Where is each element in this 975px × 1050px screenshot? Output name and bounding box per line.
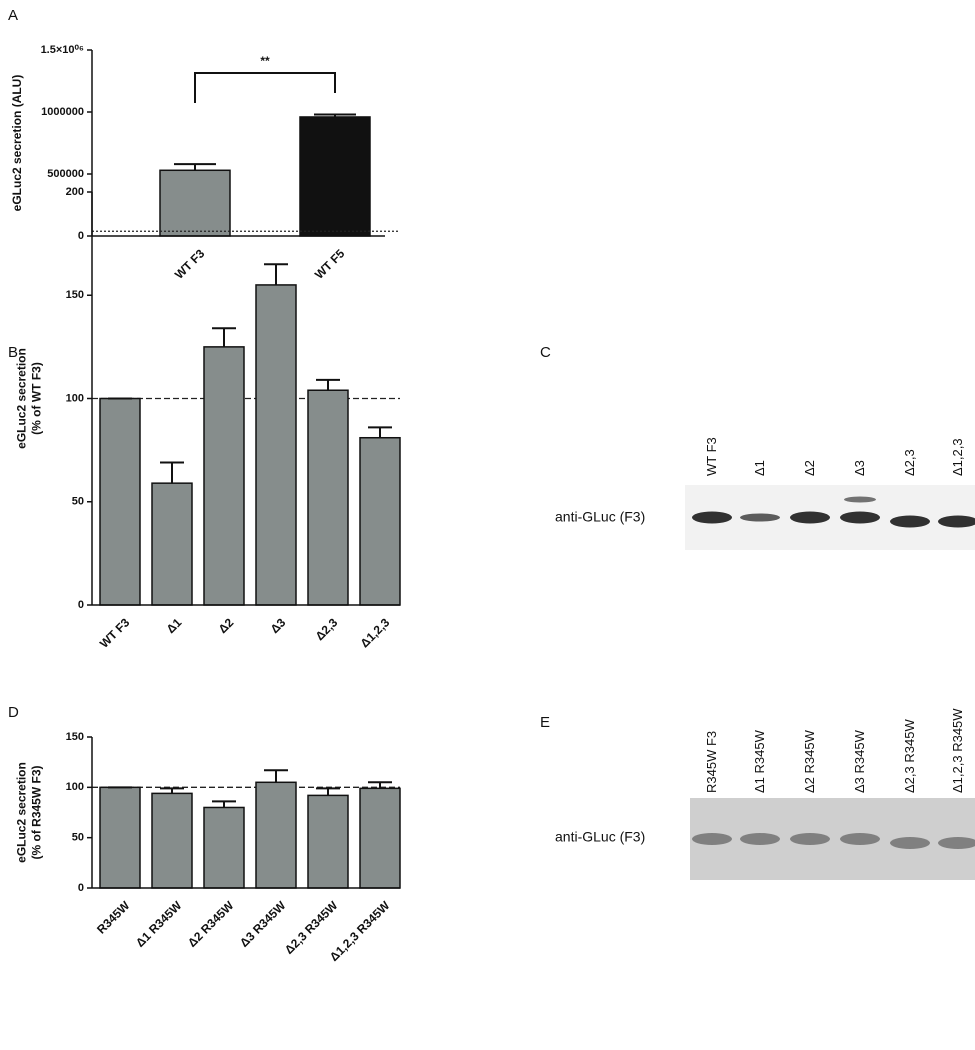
y-axis-label: (% of R345W F3) (30, 765, 44, 859)
significance-bracket (194, 72, 336, 103)
blot-band (790, 511, 830, 524)
blot-band (938, 515, 975, 528)
y-tick-label: 150 (66, 289, 84, 301)
lane-label: Δ3 R345W (852, 729, 867, 793)
lane-label: Δ1 (752, 460, 767, 476)
blot-band (740, 833, 780, 845)
y-tick-label: 150 (66, 731, 84, 743)
bar (159, 169, 231, 237)
y-tick-label: 500000 (47, 168, 84, 180)
bar (99, 786, 141, 889)
blot-band (740, 513, 780, 522)
blot-band (890, 515, 930, 528)
blot-row-label: anti-GLuc (F3) (555, 829, 645, 845)
error-bar (160, 787, 184, 794)
y-axis-label: eGLuc2 secretion (15, 762, 29, 863)
error-bar (174, 163, 216, 171)
error-bar (368, 781, 392, 789)
lane-label: WT F3 (704, 437, 719, 476)
panel-label: A (8, 7, 18, 24)
lane-label: Δ1 R345W (752, 729, 767, 793)
blot-image (690, 798, 975, 880)
lane-label: Δ2 R345W (802, 729, 817, 793)
bar (255, 781, 297, 889)
y-axis-label: eGLuc2 secretion (15, 348, 29, 449)
error-bar (264, 263, 288, 285)
panel-label: C (540, 344, 551, 361)
y-tick-label: 1000000 (41, 106, 84, 118)
y-tick-label: 0 (78, 599, 84, 611)
blot-band (840, 511, 880, 524)
y-tick-label: 0 (78, 882, 84, 894)
error-bar (314, 113, 356, 117)
lane-label: Δ1,2,3 (950, 438, 965, 476)
lane-label: Δ2,3 R345W (902, 719, 917, 793)
panel-label: E (540, 714, 550, 731)
y-tick-label: 0 (78, 230, 84, 242)
y-tick-label: 100 (66, 781, 84, 793)
y-axis-label: (% of WT F3) (30, 362, 44, 435)
y-tick-label: 50 (72, 832, 84, 844)
error-bar (212, 800, 236, 808)
significance-label: ** (260, 54, 270, 68)
error-bar (316, 378, 340, 391)
bar (359, 436, 401, 606)
lane-label: Δ3 (852, 460, 867, 476)
lane-label: R345W F3 (704, 731, 719, 793)
y-tick-label: 100 (66, 392, 84, 404)
blot-band (938, 837, 975, 849)
blot-row-label: anti-GLuc (F3) (555, 509, 645, 525)
bar (359, 787, 401, 889)
blot-band (692, 833, 732, 845)
bar (307, 794, 349, 889)
bar (299, 116, 371, 237)
y-tick-label: 1.5×10⁰⁶ (41, 44, 84, 56)
y-tick-label: 50 (72, 496, 84, 508)
blot-band (840, 833, 880, 845)
y-tick-label: 200 (66, 186, 84, 198)
lane-label: Δ2,3 (902, 449, 917, 476)
bar (151, 792, 193, 889)
panel-label: B (8, 344, 18, 361)
error-bar (160, 461, 184, 484)
lane-label: Δ1,2,3 R345W (950, 708, 965, 793)
error-bar (264, 769, 288, 783)
y-axis-label: eGLuc2 secretion (ALU) (10, 75, 24, 212)
blot-band (790, 833, 830, 845)
bar (203, 346, 245, 606)
error-bar (212, 327, 236, 347)
bar (99, 397, 141, 606)
error-bar (368, 426, 392, 438)
blot-band (692, 511, 732, 524)
lane-label: Δ2 (802, 460, 817, 476)
bar (203, 806, 245, 889)
panel-label: D (8, 704, 19, 721)
bar (151, 482, 193, 606)
bar (255, 284, 297, 606)
blot-band (844, 496, 876, 503)
error-bar (316, 787, 340, 796)
bar (307, 389, 349, 606)
blot-band (890, 837, 930, 849)
